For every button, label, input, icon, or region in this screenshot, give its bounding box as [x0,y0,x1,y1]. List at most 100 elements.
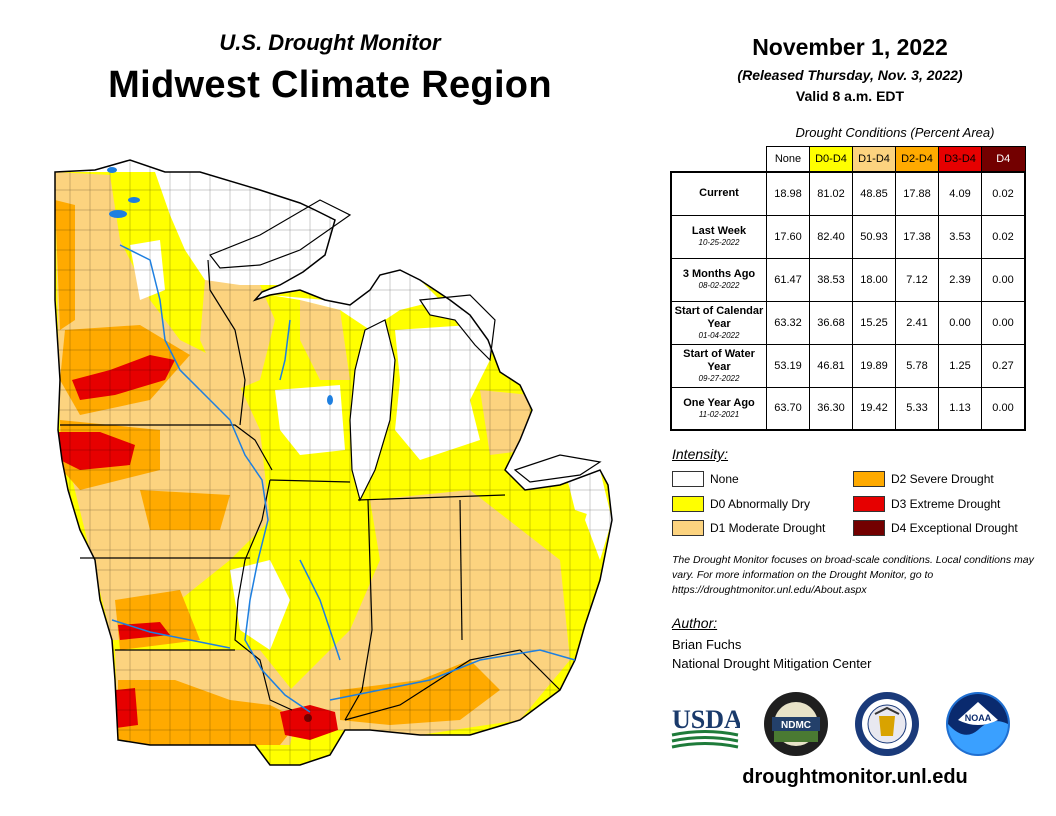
row-label: Start of Calendar Year 01-04-2022 [670,300,767,345]
noaa-logo: NOAA [946,692,1010,756]
cell: 19.42 [852,386,896,431]
cell: 82.40 [809,214,853,259]
map-date: November 1, 2022 [752,34,948,60]
cell: 36.68 [809,300,853,345]
cell: 0.27 [981,343,1026,388]
table-row: 3 Months Ago 08-02-2022 61.47 38.53 18.00… [670,257,1026,302]
col-header-d1-d4: D1-D4 [852,146,896,173]
cell: 1.25 [938,343,982,388]
row-label: Last Week 10-25-2022 [670,214,767,259]
cell: 17.88 [895,171,939,216]
cell: 4.09 [938,171,982,216]
inland-lakes [107,167,333,405]
row-date: 08-02-2022 [698,281,740,290]
cell: 18.98 [766,171,810,216]
cell: 0.00 [938,300,982,345]
legend-item-d3: D3 Extreme Drought [853,495,1000,513]
row-label: One Year Ago 11-02-2021 [670,386,767,431]
legend-label: D2 Severe Drought [891,472,994,486]
legend-item-d2: D2 Severe Drought [853,470,994,488]
table-header-row: None D0-D4 D1-D4 D2-D4 D3-D4 D4 [671,146,1026,173]
cell: 53.19 [766,343,810,388]
ndmc-logo-text: NDMC [781,720,811,731]
cell: 17.60 [766,214,810,259]
row-label-text: Start of Water Year [683,347,755,373]
legend-swatch [672,471,704,487]
legend-title: Intensity: [672,446,729,462]
drought-conditions-table: None D0-D4 D1-D4 D2-D4 D3-D4 D4 Current … [670,146,1026,431]
website-url[interactable]: droughtmonitor.unl.edu [742,766,968,788]
legend-swatch [672,496,704,512]
table-row: Start of Water Year 09-27-2022 53.19 46.8… [670,343,1026,388]
legend-label: None [710,472,739,486]
row-date: 01-04-2022 [698,330,740,340]
legend-item-d1: D1 Moderate Drought [672,519,825,537]
ndmc-logo: NDMC [764,692,828,756]
row-label-text: Last Week [691,225,747,237]
col-header-d4: D4 [981,146,1026,173]
cell: 48.85 [852,171,896,216]
noaa-logo-text: NOAA [965,713,992,723]
col-header-d0-d4: D0-D4 [809,146,853,173]
table-row: Start of Calendar Year 01-04-2022 63.32 3… [670,300,1026,345]
legend-label: D3 Extreme Drought [891,497,1001,511]
table-row: Last Week 10-25-2022 17.60 82.40 50.93 17… [670,214,1026,259]
legend-item-d4: D4 Exceptional Drought [853,519,1018,537]
release-date: (Released Thursday, Nov. 3, 2022) [737,67,963,83]
lake-erie [513,454,602,483]
conditions-caption: Drought Conditions (Percent Area) [795,125,995,140]
cell: 0.02 [981,171,1026,216]
cell: 1.13 [938,386,982,431]
rivers [111,244,576,713]
cell: 15.25 [852,300,896,345]
row-date: 11-02-2021 [698,409,740,419]
valid-time: Valid 8 a.m. EDT [795,88,905,104]
legend-swatch [853,496,885,512]
cell: 7.12 [895,257,939,302]
doc-seal-logo [855,692,919,756]
row-label: Start of Water Year 09-27-2022 [670,343,767,388]
header-blank [671,147,767,173]
lake-huron [418,294,496,362]
row-label-text: 3 Months Ago [682,268,756,280]
cell: 38.53 [809,257,853,302]
cell: 2.41 [895,300,939,345]
row-label: Current [670,171,767,216]
cell: 18.00 [852,257,896,302]
row-label-text: Current [699,187,739,200]
col-header-none: None [766,146,810,173]
cell: 19.89 [852,343,896,388]
row-date: 10-25-2022 [698,238,740,247]
row-date: 09-27-2022 [698,373,740,383]
map-title: Midwest Climate Region [108,64,552,106]
author-name: Brian Fuchs [672,637,742,652]
usda-logo-text: USDA [672,705,740,734]
cell: 5.33 [895,386,939,431]
usda-logo: USDA [671,705,740,749]
row-label: 3 Months Ago 08-02-2022 [670,257,767,302]
row-label-text: Start of Calendar Year [674,304,764,330]
legend-item-none: None [672,470,739,488]
legend-label: D0 Abnormally Dry [710,497,811,511]
cell: 63.32 [766,300,810,345]
legend-swatch [672,520,704,536]
author-organization: National Drought Mitigation Center [672,656,872,671]
cell: 17.38 [895,214,939,259]
drought-map [54,159,613,766]
legend-label: D1 Moderate Drought [710,521,826,535]
cell: 63.70 [766,386,810,431]
cell: 50.93 [852,214,896,259]
cell: 36.30 [809,386,853,431]
author-label: Author: [672,615,718,631]
cell: 0.00 [981,257,1026,302]
cell: 0.00 [981,386,1026,431]
cell: 0.02 [981,214,1026,259]
legend-swatch [853,520,885,536]
cell: 2.39 [938,257,982,302]
table-row: Current 18.98 81.02 48.85 17.88 4.09 0.0… [670,171,1026,216]
cell: 0.00 [981,300,1026,345]
legend-label: D4 Exceptional Drought [891,521,1018,535]
col-header-d3-d4: D3-D4 [938,146,982,173]
legend-item-d0: D0 Abnormally Dry [672,495,810,513]
cell: 46.81 [809,343,853,388]
